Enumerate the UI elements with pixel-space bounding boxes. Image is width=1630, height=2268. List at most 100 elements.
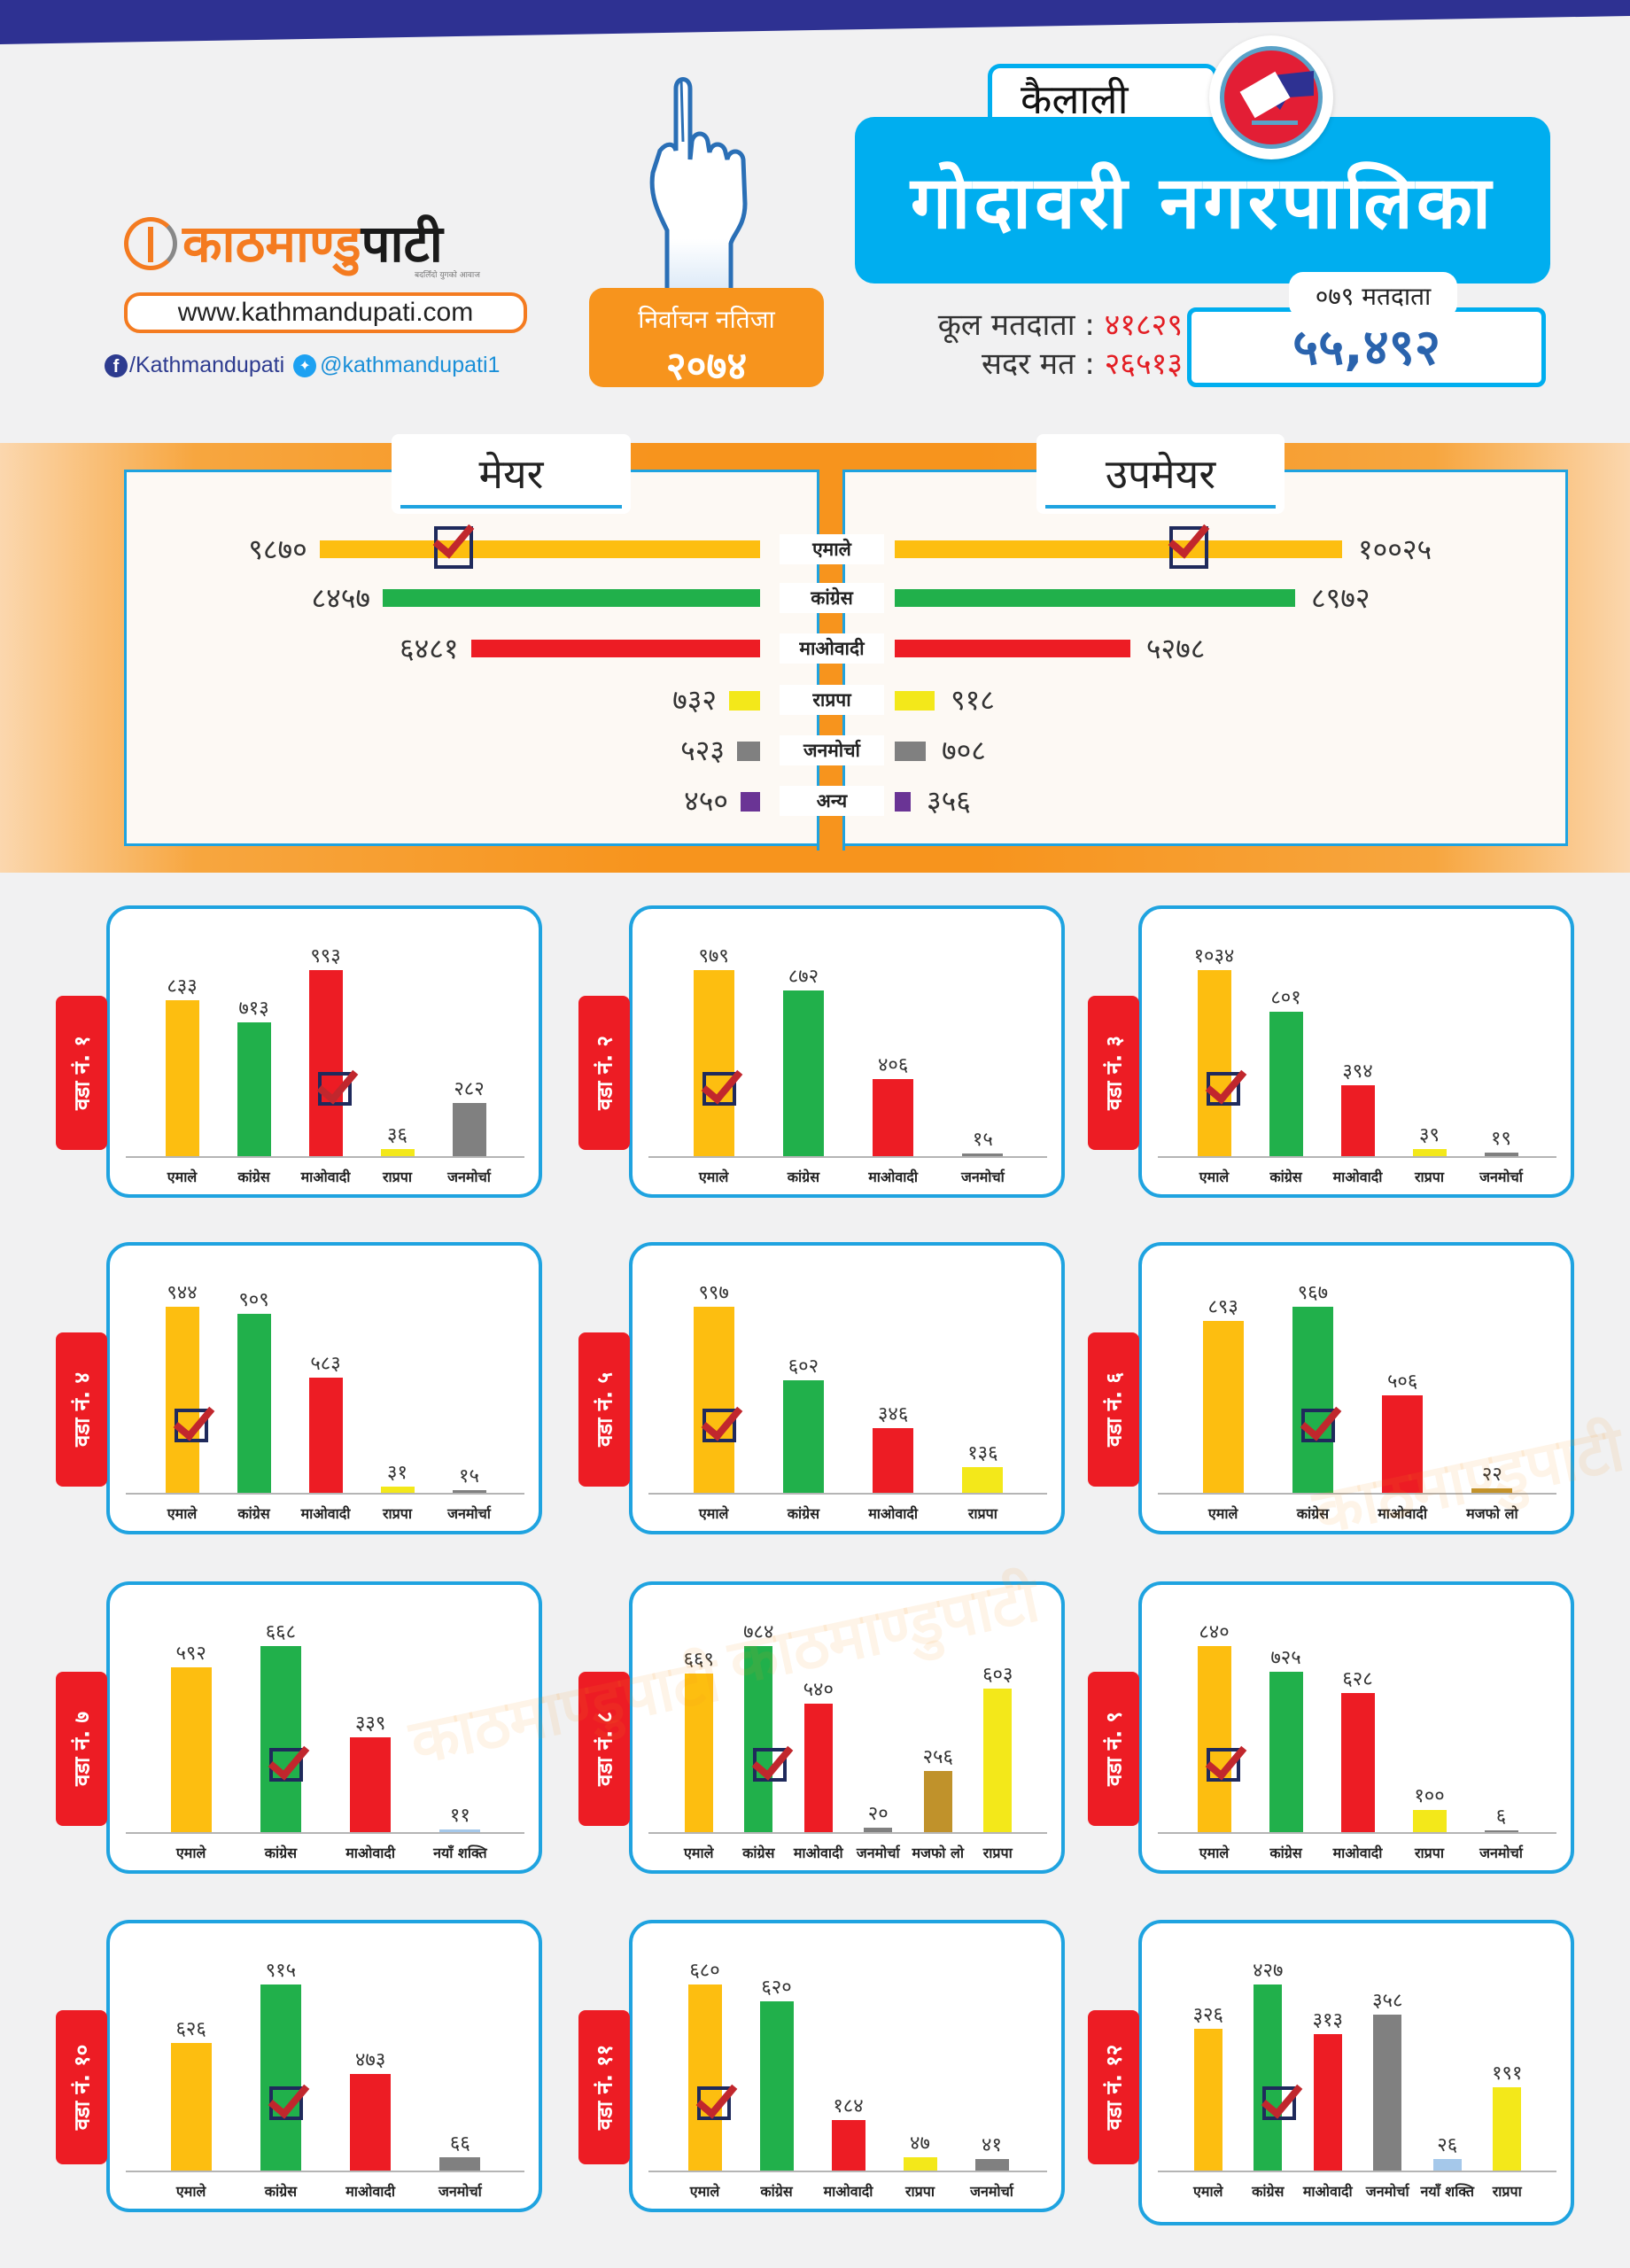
ward-party-label: नयाँ शक्ति [433,1845,487,1861]
party-label: जनमोर्चा [780,735,884,765]
ward-bar-value: ९९३ [310,945,341,967]
ward-bar-value: १९१ [1492,2062,1523,2085]
facebook-link[interactable]: /Kathmandupati [129,353,285,377]
ward-bar-value: ९६७ [1297,1282,1329,1304]
voters-079-box: ०७९ मतदाता ५५,४९२ [1187,272,1546,387]
mayor-value: ५२३ [680,734,725,767]
ward-bar [1254,1984,1283,2171]
ward-party-label: जनमोर्चा [1479,1169,1523,1185]
winner-check-icon [1206,1748,1240,1782]
ward-bar-value: ५८३ [310,1353,341,1376]
ward-party-label: माओवादी [300,1169,351,1185]
ward-bar-value: ६०३ [982,1664,1013,1687]
ward-bar-value: ९१५ [265,1960,297,1982]
ward-bar-value: ४२७ [1253,1960,1284,1982]
ward-party-label: एमाले [1199,1845,1230,1861]
ward-bar-value: ७८४ [743,1621,774,1643]
ward-party-label: राप्रपा [982,1845,1013,1861]
voter-stats: कूल मतदाता : ४१८२९ सदर मत : २६५१३ [855,306,1183,384]
ward-bar [1193,2028,1222,2171]
ward-number: वडा नं. ३ [1101,1035,1127,1111]
ward-bar [1340,1084,1375,1156]
ward-bar-value: ६६९ [683,1648,714,1671]
ward-bar [983,1689,1013,1832]
ward-bar-value: ८०१ [1270,987,1301,1010]
winner-check-icon [1300,1409,1335,1442]
ward-bar-value: ६ [1495,1806,1507,1828]
ward-party-label: एमाले [698,1505,729,1522]
ward-party-label: माओवादी [793,1845,843,1861]
ward-bar [1412,1810,1447,1832]
ward-bar-value: ३१ [387,1462,408,1485]
ward-label-tag: वडा नं. ४ [56,1332,107,1487]
ward-party-label: राप्रपा [382,1505,413,1522]
ward-number: वडा नं. ५ [592,1371,617,1448]
ward-bar [744,1646,773,1832]
ward-party-label: एमाले [167,1169,198,1185]
mayor-bar [319,540,760,558]
ward-bar-value: २६ [1437,2134,1458,2157]
twitter-link[interactable]: @kathmandupati1 [320,353,501,377]
ward-bar-value: १५ [459,1464,479,1487]
ward-bar-value: ९०९ [238,1288,269,1311]
ward-bar-value: २० [867,1802,889,1825]
ward-party-label: माओवादी [1378,1505,1427,1522]
mayor-value: ८४५७ [311,581,370,615]
ward-bar [308,970,343,1156]
deputy-mayor-bar [895,589,1295,607]
ward-bar [831,2120,865,2171]
total-voters-label: कूल मतदाता : [937,307,1095,343]
ward-bar [350,2074,392,2171]
chart-baseline [126,1832,524,1834]
ward-party-label: कांग्रेस [237,1505,270,1522]
mayor-value: ४५० [684,784,728,818]
ward-label-tag: वडा नं. ३ [1088,996,1139,1150]
mayor-title-text: मेयर [478,450,544,498]
ward-bar-value: ६६ [449,2132,470,2155]
ward-bar-value: ८७२ [788,965,819,988]
ward-bar [962,1467,1004,1493]
ward-party-label: जनमोर्चा [447,1505,491,1522]
ward-bar-value: ५०६ [1386,1371,1418,1394]
ward-number: वडा नं. १० [69,2044,95,2131]
ward-bar-value: ३९४ [1342,1060,1373,1083]
ward-number: वडा नं. ७ [69,1711,95,1787]
ward-number: वडा नं. ११ [592,2044,617,2131]
mayor-value: ९८७० [248,532,307,566]
twitter-icon: ✦ [293,353,317,377]
deputy-mayor-title: उपमेयर [1036,434,1285,514]
ward-party-label: राप्रपा [382,1169,413,1185]
party-label: माओवादी [780,633,884,664]
ward-number: वडा नं. १ [69,1035,95,1111]
winner-check-icon [174,1409,208,1442]
total-voters-value: ४१८२९ [1104,307,1183,343]
ward-party-label: राप्रपा [967,1505,997,1522]
ward-label-tag: वडा नं. ६ [1088,1332,1139,1487]
ward-bar-value: ९४४ [167,1282,198,1304]
ward-bar-value: ६२६ [175,2018,206,2041]
ward-party-label: माओवादी [1332,1845,1383,1861]
ward-bar [308,1378,343,1493]
ward-bar [903,2157,937,2171]
website-link[interactable]: www.kathmandupati.com [124,292,527,333]
ward-number: वडा नं. १२ [1101,2044,1127,2131]
ward-bar [803,1704,833,1832]
brand-logo: काठमाण्डु पाटी [124,213,532,275]
result-label: निर्वाचन नतिजा [638,305,775,334]
ward-bar-value: ३४६ [877,1403,909,1426]
ward-party-label: कांग्रेस [787,1505,820,1522]
ward-bar [1269,1012,1303,1156]
ward-bar [165,1307,199,1493]
winner-check-icon [268,2086,303,2120]
ward-number: वडा नं. ४ [69,1371,95,1448]
ward-bar [923,1771,952,1832]
result-year: २०७४ [665,344,748,389]
ward-party-label: राप्रपा [1414,1169,1445,1185]
ward-label-tag: वडा नं. १२ [1088,2010,1139,2164]
winner-check-icon [702,1409,736,1442]
ward-label-tag: वडा नं. ८ [578,1672,630,1826]
ward-bar [1382,1395,1424,1493]
ward-party-label: एमाले [698,1169,729,1185]
ward-bar [170,1666,212,1832]
ward-bar [759,2000,794,2171]
